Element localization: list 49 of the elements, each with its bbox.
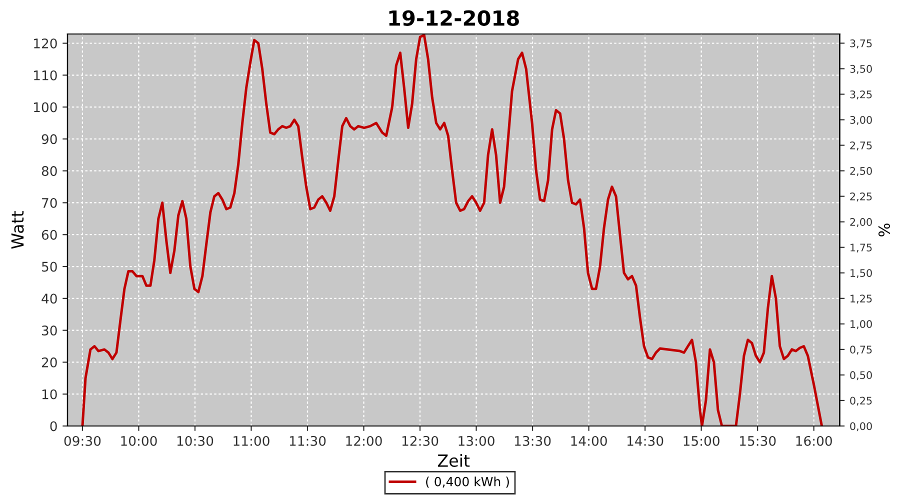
- y2-tick-label: 1,50: [850, 269, 872, 278]
- y-tick-label: 70: [42, 198, 57, 208]
- y2-tick-label: 1,00: [850, 320, 872, 330]
- x-tick-label: 13:00: [458, 436, 494, 446]
- y2-tick-label: 3,50: [850, 64, 872, 74]
- y-tick-label: 90: [42, 134, 57, 144]
- x-tick-label: 09:30: [64, 436, 101, 446]
- y2-tick-label: 2,75: [850, 141, 872, 150]
- y2-tick-label: 0,00: [850, 422, 872, 432]
- x-tick-label: 12:00: [346, 436, 382, 446]
- y2-tick-label: 0,50: [850, 371, 872, 380]
- x-axis-title: Zeit: [438, 454, 470, 467]
- y-tick-label: 110: [34, 70, 57, 80]
- x-tick-label: 10:00: [121, 436, 157, 446]
- chart-title: 19-12-2018: [389, 10, 519, 26]
- x-tick-label: 14:00: [571, 436, 607, 446]
- y-tick-label: 120: [34, 38, 57, 48]
- y2-tick-label: 3,00: [850, 116, 872, 125]
- y-tick-label: 30: [42, 326, 57, 336]
- x-tick-label: 12:30: [402, 436, 438, 446]
- y2-tick-label: 0,25: [850, 396, 872, 406]
- y-tick-label: 10: [42, 389, 57, 400]
- x-tick-label: 11:30: [290, 436, 326, 446]
- y2-tick-label: 1,75: [850, 244, 872, 253]
- x-tick-label: 14:30: [627, 436, 664, 446]
- x-tick-label: 11:00: [234, 436, 270, 446]
- y-tick-label: 40: [42, 294, 57, 304]
- y2-tick-label: 3,75: [850, 39, 872, 48]
- x-tick-label: 13:30: [514, 436, 551, 446]
- line-series: [81, 34, 824, 426]
- x-tick-label: 15:00: [684, 436, 720, 446]
- y-tick-label: 100: [34, 102, 57, 112]
- y2-tick-label: 0,75: [850, 346, 872, 355]
- y-tick-label: 0: [50, 421, 57, 432]
- y2-axis-title: %: [878, 224, 890, 236]
- y-tick-label: 50: [42, 262, 57, 272]
- y-tick-label: 60: [42, 230, 57, 240]
- x-tick-label: 10:30: [177, 436, 214, 446]
- x-tick-label: 15:30: [740, 436, 776, 446]
- y2-tick-label: 2,25: [850, 192, 872, 202]
- y2-tick-label: 2,50: [850, 167, 872, 176]
- y-tick-label: 80: [42, 166, 57, 176]
- y2-tick-label: 3,25: [850, 90, 872, 100]
- y-axis-title: Watt: [11, 211, 24, 249]
- y-tick-label: 20: [42, 357, 57, 368]
- y2-tick-label: 2,00: [850, 218, 872, 227]
- legend-label: ( 0,400 kWh ): [426, 476, 509, 488]
- y2-tick-label: 1,25: [850, 294, 872, 304]
- x-tick-label: 16:00: [796, 436, 832, 446]
